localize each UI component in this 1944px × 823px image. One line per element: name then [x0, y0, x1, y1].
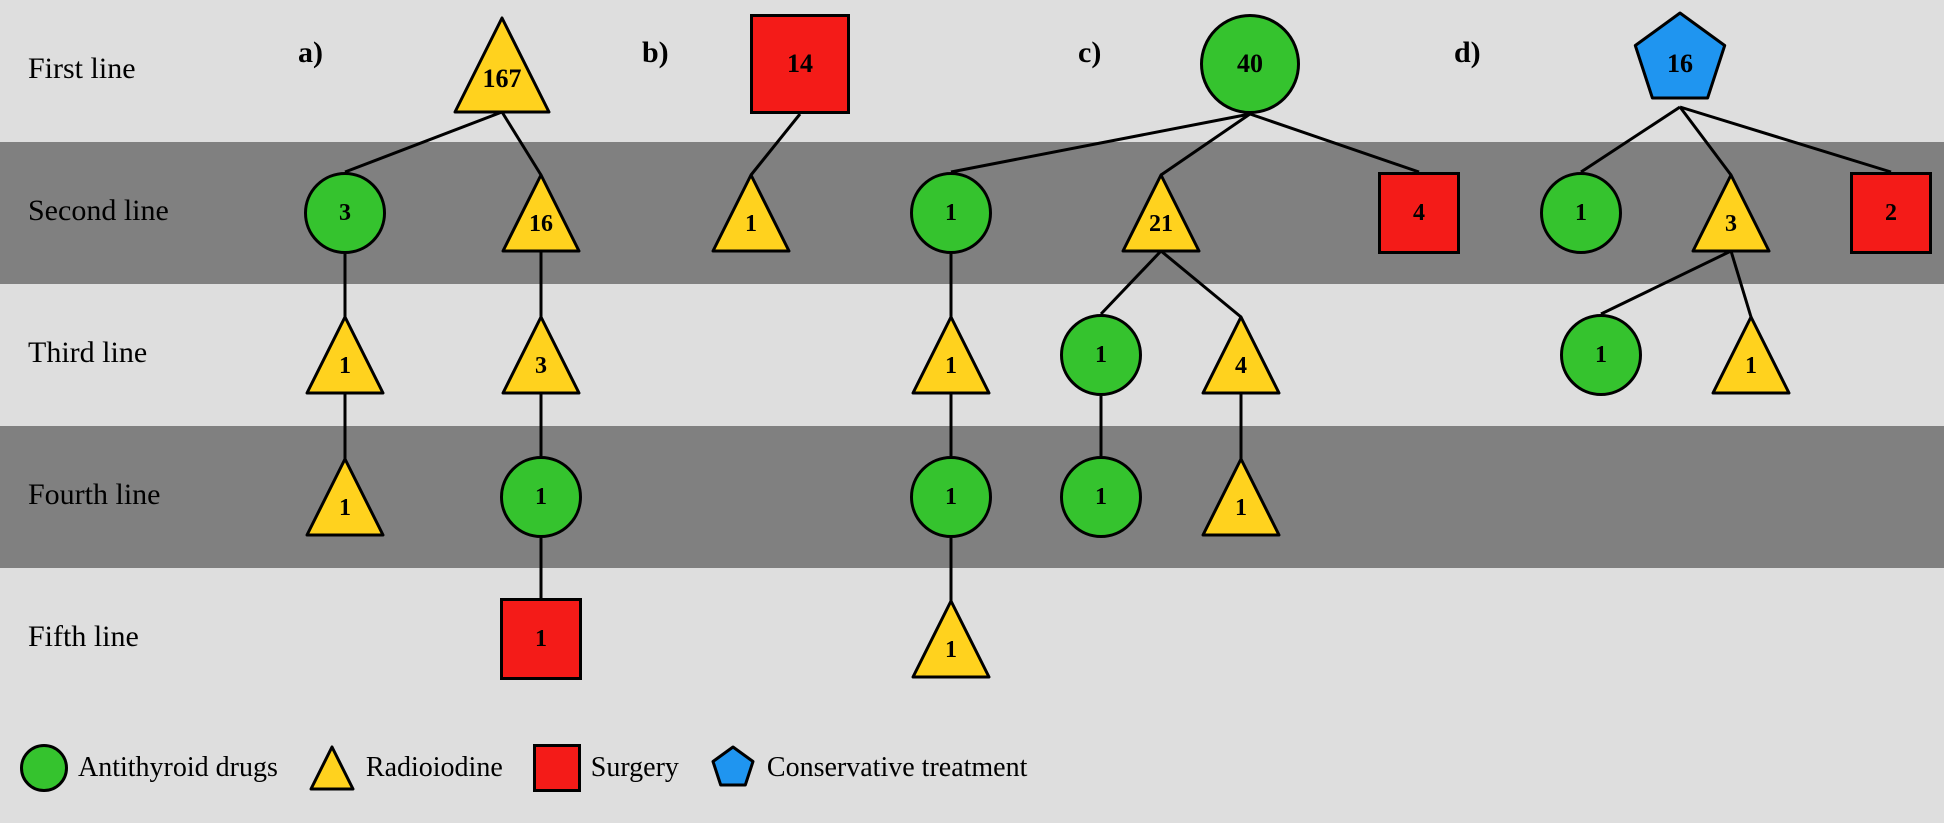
node-a_l2_tri-value: 16 [529, 211, 553, 238]
node-d_root-value: 16 [1667, 49, 1693, 79]
node-a_l4_circle: 1 [500, 456, 582, 538]
node-d_root: 16 [1630, 10, 1730, 110]
node-b_l2_tri-value: 1 [745, 211, 757, 238]
node-b_l2_tri: 1 [710, 172, 792, 254]
node-c_l5_tri: 1 [910, 598, 992, 680]
node-d_l2_circle: 1 [1540, 172, 1622, 254]
legend-label-square: Surgery [591, 752, 679, 784]
node-c_l2_tri-value: 21 [1149, 211, 1173, 238]
node-b_root-value: 14 [787, 49, 813, 79]
node-a_root-value: 167 [483, 64, 522, 94]
node-c_l2_tri: 21 [1120, 172, 1202, 254]
legend-item-circle: Antithyroid drugs [20, 744, 278, 792]
node-a_l4_tri: 1 [304, 456, 386, 538]
node-c_l2_circle: 1 [910, 172, 992, 254]
node-a_l3_tri_l: 1 [304, 314, 386, 396]
legend-item-square: Surgery [533, 744, 679, 792]
node-c_l4_tri-value: 1 [1235, 495, 1247, 522]
node-c_root: 40 [1200, 14, 1300, 114]
node-d_l3_tri: 1 [1710, 314, 1792, 396]
legend-item-pentagon: Conservative treatment [709, 744, 1027, 792]
node-a_l2_tri: 16 [500, 172, 582, 254]
pentagon-icon [709, 744, 757, 792]
legend-label-triangle: Radioiodine [366, 752, 503, 784]
node-c_l4_circ_l-value: 1 [945, 484, 957, 511]
triangle-icon [308, 744, 356, 792]
node-c_l2_square: 4 [1378, 172, 1460, 254]
node-c_l4_circ_l: 1 [910, 456, 992, 538]
node-c_l3_tri_l: 1 [910, 314, 992, 396]
node-a_l2_circle: 3 [304, 172, 386, 254]
legend-label-circle: Antithyroid drugs [78, 752, 278, 784]
node-d_l3_circle: 1 [1560, 314, 1642, 396]
node-c_l3_circle: 1 [1060, 314, 1142, 396]
node-a_l3_tri_r: 3 [500, 314, 582, 396]
legend-item-triangle: Radioiodine [308, 744, 503, 792]
node-d_l2_square-value: 2 [1885, 200, 1897, 227]
node-d_l2_tri-value: 3 [1725, 211, 1737, 238]
node-c_l3_circle-value: 1 [1095, 342, 1107, 369]
node-a_l3_tri_l-value: 1 [339, 353, 351, 380]
node-a_l2_circle-value: 3 [339, 200, 351, 227]
nodes-layer: 1673161311114140121411411111613211 [0, 0, 1944, 823]
node-c_l4_circ_m: 1 [1060, 456, 1142, 538]
node-a_l4_circle-value: 1 [535, 484, 547, 511]
node-c_root-value: 40 [1237, 49, 1263, 79]
node-d_l3_tri-value: 1 [1745, 353, 1757, 380]
node-a_l4_tri-value: 1 [339, 495, 351, 522]
square-icon [533, 744, 581, 792]
node-c_l5_tri-value: 1 [945, 637, 957, 664]
node-d_l3_circle-value: 1 [1595, 342, 1607, 369]
node-c_l3_tri_r: 4 [1200, 314, 1282, 396]
node-a_root: 167 [452, 15, 552, 115]
node-c_l2_circle-value: 1 [945, 200, 957, 227]
node-a_l5_square-value: 1 [535, 626, 547, 653]
node-c_l4_tri: 1 [1200, 456, 1282, 538]
circle-icon [20, 744, 68, 792]
node-b_root: 14 [750, 14, 850, 114]
node-d_l2_circle-value: 1 [1575, 200, 1587, 227]
node-c_l3_tri_l-value: 1 [945, 353, 957, 380]
node-a_l5_square: 1 [500, 598, 582, 680]
diagram-stage: First line Second line Third line Fourth… [0, 0, 1944, 823]
node-d_l2_tri: 3 [1690, 172, 1772, 254]
legend-label-pentagon: Conservative treatment [767, 752, 1027, 784]
node-d_l2_square: 2 [1850, 172, 1932, 254]
node-c_l2_square-value: 4 [1413, 200, 1425, 227]
node-c_l4_circ_m-value: 1 [1095, 484, 1107, 511]
legend: Antithyroid drugs Radioiodine Surgery Conse… [20, 744, 1027, 792]
node-c_l3_tri_r-value: 4 [1235, 353, 1247, 380]
node-a_l3_tri_r-value: 3 [535, 353, 547, 380]
